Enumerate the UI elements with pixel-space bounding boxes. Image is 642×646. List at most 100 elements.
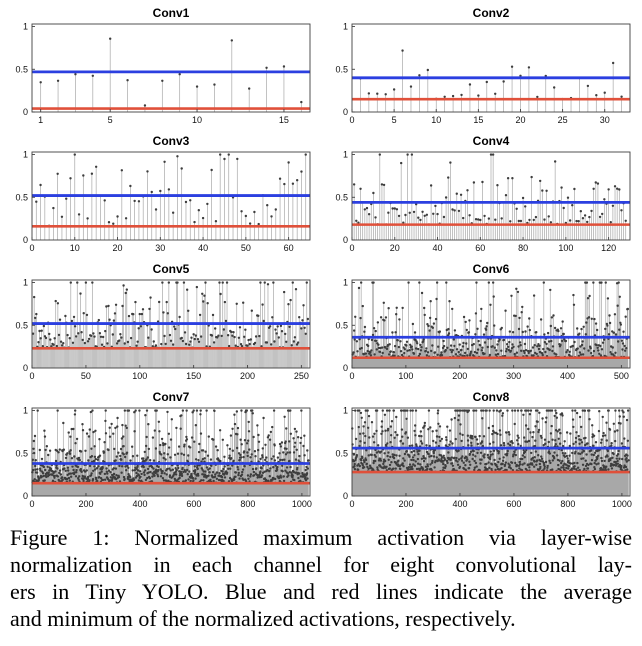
x-tick-label: 5	[392, 115, 397, 125]
y-tick-label: 0	[23, 491, 28, 501]
x-tick-label: 30	[600, 115, 610, 125]
x-tick-label: 200	[240, 371, 255, 381]
x-tick-label: 50	[81, 371, 91, 381]
stem-chart-conv8: 0 200 400 600 800 1000 0 0.5 1 Conv8	[335, 390, 632, 509]
subplot-title: Conv8	[473, 390, 510, 404]
x-tick-label: 80	[518, 243, 528, 253]
y-tick-label: 0.5	[335, 192, 348, 202]
y-tick-label: 0.5	[335, 448, 348, 458]
x-tick-label: 20	[390, 243, 400, 253]
x-tick-label: 40	[433, 243, 443, 253]
x-tick-label: 200	[398, 499, 413, 509]
subplot-title: Conv5	[153, 262, 190, 276]
x-tick-label: 20	[515, 115, 525, 125]
axes-box	[31, 23, 311, 113]
x-tick-label: 100	[398, 371, 413, 381]
subplot-conv7: 0 200 400 600 800 1000 0 0.5 1 Conv7	[8, 390, 314, 516]
x-tick-label: 10	[70, 243, 80, 253]
y-tick-label: 0.5	[335, 320, 348, 330]
x-tick-label: 500	[614, 371, 629, 381]
x-tick-label: 120	[601, 243, 616, 253]
axes-box	[31, 151, 311, 241]
x-tick-label: 30	[155, 243, 165, 253]
caption-line-2: normalization in each channel for eight …	[10, 552, 632, 577]
stem-markers	[359, 49, 623, 101]
x-tick-label: 10	[431, 115, 441, 125]
x-tick-label: 400	[560, 371, 575, 381]
x-tick-label: 5	[108, 115, 113, 125]
subplot-title: Conv7	[153, 390, 190, 404]
y-tick-label: 0.5	[335, 64, 348, 74]
x-tick-label: 0	[349, 243, 354, 253]
stem-markers	[352, 153, 627, 226]
x-tick-label: 0	[29, 499, 34, 509]
subplot-title: Conv6	[473, 262, 510, 276]
x-tick-label: 50	[241, 243, 251, 253]
y-tick-label: 1	[343, 22, 348, 32]
x-tick-label: 600	[186, 499, 201, 509]
x-tick-label: 100	[132, 371, 147, 381]
x-tick-label: 15	[473, 115, 483, 125]
axes-box	[31, 279, 311, 369]
stem-lines	[35, 154, 307, 240]
subplot-conv5: 0 50 100 150 200 250 0 0.5 1 Conv5	[8, 262, 314, 388]
x-tick-label: 15	[279, 115, 289, 125]
x-tick-label: 400	[452, 499, 467, 509]
x-tick-label: 1	[38, 115, 43, 125]
y-tick-label: 1	[23, 406, 28, 416]
x-tick-label: 25	[558, 115, 568, 125]
stem-chart-conv7: 0 200 400 600 800 1000 0 0.5 1 Conv7	[15, 390, 311, 509]
y-tick-label: 1	[343, 150, 348, 160]
y-tick-label: 0.5	[15, 64, 28, 74]
x-tick-label: 200	[452, 371, 467, 381]
x-tick-label: 800	[560, 499, 575, 509]
stem-lines	[353, 154, 627, 240]
stem-chart-conv2: 0 5 10 15 20 25 30 0 0.5 1 Conv2	[335, 6, 631, 125]
subplot-conv2: 0 5 10 15 20 25 30 0 0.5 1 Conv2	[328, 6, 634, 132]
subplot-title: Conv1	[153, 6, 190, 20]
x-tick-label: 60	[475, 243, 485, 253]
x-tick-label: 400	[132, 499, 147, 509]
stem-lines	[40, 38, 302, 112]
x-tick-label: 800	[240, 499, 255, 509]
subplot-conv3: 0 10 20 30 40 50 60 0 0.5 1 Conv3	[8, 134, 314, 260]
y-tick-label: 0	[343, 107, 348, 117]
x-tick-label: 40	[198, 243, 208, 253]
caption-line-4: and minimum of the normalized activation…	[10, 606, 516, 631]
figure-page: 1 5 10 15 0 0.5 1 Conv1 0 5 10 15 20 25 30 0 0.5 1 Conv2 0 1…	[0, 6, 642, 632]
y-tick-label: 0.5	[15, 192, 28, 202]
x-tick-label: 0	[349, 499, 354, 509]
y-tick-label: 0	[23, 363, 28, 373]
stem-markers	[39, 37, 303, 107]
stem-lines	[360, 50, 622, 112]
axes-box	[31, 407, 311, 497]
subplot-title: Conv4	[473, 134, 510, 148]
subplot-conv1: 1 5 10 15 0 0.5 1 Conv1	[8, 6, 314, 132]
x-tick-label: 250	[294, 371, 309, 381]
figure-caption: Figure 1: Normalized maximum activation …	[0, 516, 642, 632]
x-tick-label: 150	[186, 371, 201, 381]
axes-box	[351, 23, 631, 113]
subplot-conv8: 0 200 400 600 800 1000 0 0.5 1 Conv8	[328, 390, 634, 516]
subplot-conv6: 0 100 200 300 400 500 0 0.5 1 Conv6	[328, 262, 634, 388]
stem-markers	[35, 153, 307, 227]
figure-grid: 1 5 10 15 0 0.5 1 Conv1 0 5 10 15 20 25 30 0 0.5 1 Conv2 0 1…	[8, 6, 634, 516]
x-tick-label: 1000	[612, 499, 632, 509]
x-tick-label: 10	[192, 115, 202, 125]
y-tick-label: 1	[343, 278, 348, 288]
y-tick-label: 0	[343, 491, 348, 501]
x-tick-label: 0	[349, 371, 354, 381]
axes-box	[351, 151, 631, 241]
x-tick-label: 300	[506, 371, 521, 381]
y-tick-label: 0.5	[15, 448, 28, 458]
stem-lines	[351, 410, 629, 496]
stem-chart-conv5: 0 50 100 150 200 250 0 0.5 1 Conv5	[15, 262, 311, 381]
subplot-title: Conv3	[153, 134, 190, 148]
axes-box	[351, 407, 631, 497]
stem-chart-conv3: 0 10 20 30 40 50 60 0 0.5 1 Conv3	[15, 134, 311, 253]
axes-box	[351, 279, 631, 369]
subplot-title: Conv2	[473, 6, 510, 20]
subplot-conv4: 0 20 40 60 80 100 120 0 0.5 1 Conv4	[328, 134, 634, 260]
x-tick-label: 600	[506, 499, 521, 509]
